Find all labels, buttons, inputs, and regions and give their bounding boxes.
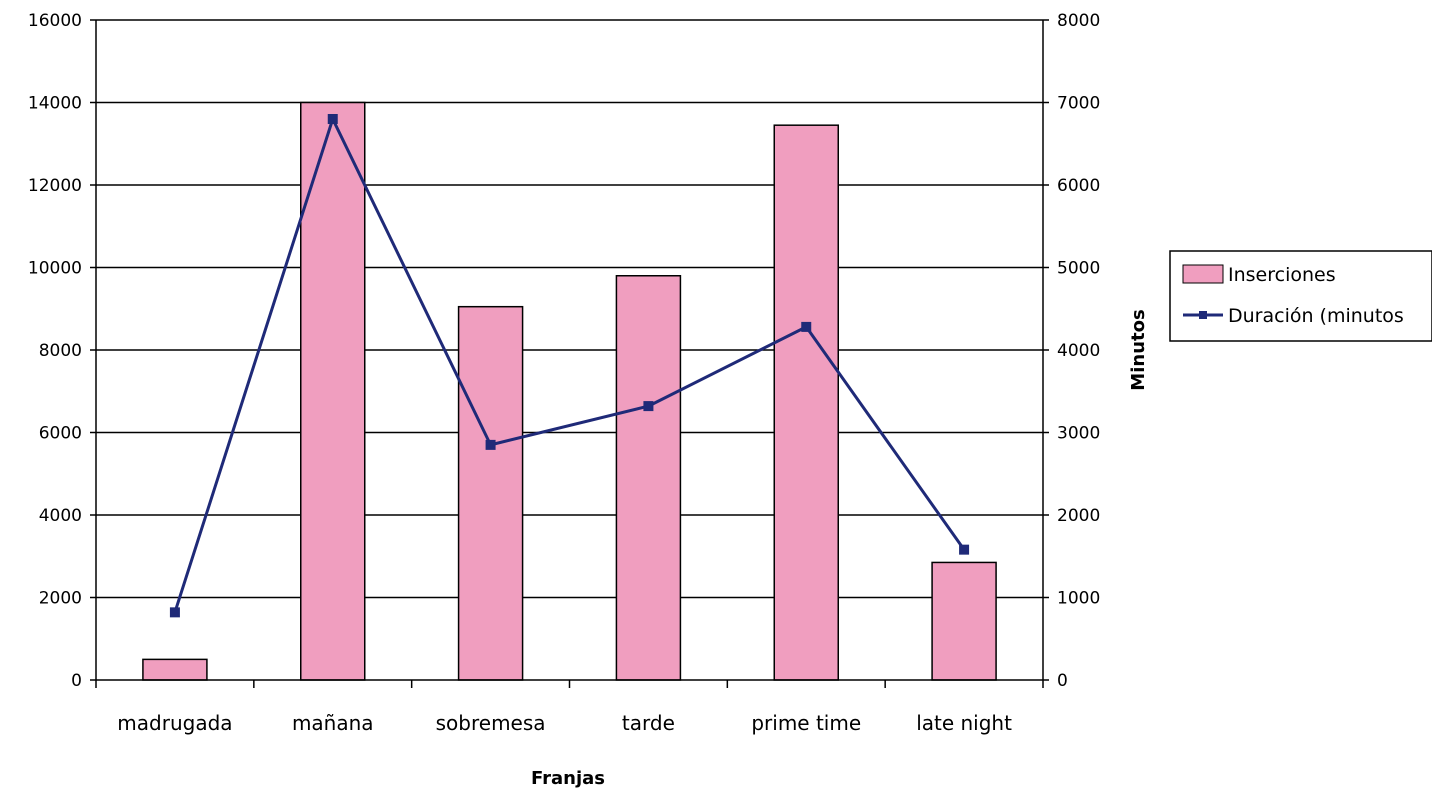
right-axis-title: Minutos bbox=[1128, 309, 1149, 390]
category-label: tarde bbox=[622, 711, 675, 735]
line-point bbox=[801, 321, 812, 332]
left-tick-label: 16000 bbox=[28, 11, 82, 31]
bar bbox=[773, 124, 839, 681]
category-label: late night bbox=[916, 711, 1012, 735]
left-tick-label: 2000 bbox=[39, 589, 82, 609]
right-tick-label: 8000 bbox=[1057, 11, 1100, 31]
right-tick-label: 7000 bbox=[1057, 94, 1100, 114]
duration-line bbox=[173, 117, 966, 613]
bar bbox=[142, 658, 208, 681]
left-tick-label: 6000 bbox=[39, 424, 82, 444]
right-axis-ticks: 0 1000 2000 3000 4000 5000 6000 7000 8000 bbox=[1057, 11, 1100, 691]
line-point bbox=[327, 114, 338, 124]
line-point bbox=[485, 439, 496, 450]
category-label: sobremesa bbox=[436, 711, 546, 735]
legend-label-line: Duración (minutos bbox=[1228, 305, 1404, 327]
line-point bbox=[959, 544, 970, 555]
left-tick-label: 12000 bbox=[28, 176, 82, 196]
x-axis-title: Franjas bbox=[531, 768, 605, 789]
left-tick-label: 8000 bbox=[39, 341, 82, 361]
bar bbox=[615, 275, 682, 681]
left-axis-ticks: 0 2000 4000 6000 8000 10000 12000 14000 16000 bbox=[28, 11, 82, 691]
right-tick-label: 3000 bbox=[1057, 424, 1100, 444]
right-tick-label: 2000 bbox=[1057, 506, 1100, 526]
legend-label-bar: Inserciones bbox=[1228, 264, 1336, 286]
left-tick-label: 4000 bbox=[39, 506, 82, 526]
right-tick-label: 4000 bbox=[1057, 341, 1100, 361]
left-tick-label: 0 bbox=[71, 671, 82, 691]
line-series bbox=[169, 114, 970, 618]
category-label: madrugada bbox=[117, 711, 232, 735]
category-label: prime time bbox=[751, 711, 861, 735]
bar bbox=[931, 561, 997, 681]
gridlines bbox=[96, 19, 1043, 599]
line-point bbox=[643, 401, 654, 412]
category-labels: madrugada mañana sobremesa tarde prime time l… bbox=[117, 711, 1012, 735]
bar-series bbox=[142, 101, 997, 681]
right-tick-label: 5000 bbox=[1057, 259, 1100, 279]
legend-swatch-marker bbox=[1199, 311, 1207, 319]
bar bbox=[300, 101, 366, 681]
right-tick-label: 0 bbox=[1057, 671, 1068, 691]
right-tick-label: 1000 bbox=[1057, 589, 1100, 609]
right-tick-label: 6000 bbox=[1057, 176, 1100, 196]
axes bbox=[90, 19, 1049, 688]
bar bbox=[457, 305, 524, 681]
line-point bbox=[169, 607, 180, 618]
left-tick-label: 10000 bbox=[28, 259, 82, 279]
left-tick-label: 14000 bbox=[28, 94, 82, 114]
legend: Inserciones Duración (minutos bbox=[1169, 250, 1432, 342]
category-label: mañana bbox=[292, 711, 374, 735]
legend-swatch-bar bbox=[1182, 264, 1224, 284]
